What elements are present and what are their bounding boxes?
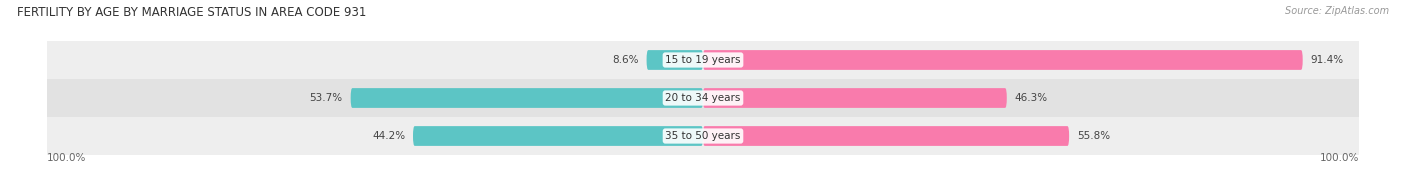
Bar xyxy=(46,79,1360,117)
FancyBboxPatch shape xyxy=(703,126,1069,146)
Text: Source: ZipAtlas.com: Source: ZipAtlas.com xyxy=(1285,6,1389,16)
Text: 8.6%: 8.6% xyxy=(612,55,638,65)
Text: 15 to 19 years: 15 to 19 years xyxy=(665,55,741,65)
FancyBboxPatch shape xyxy=(350,88,703,108)
Bar xyxy=(46,41,1360,79)
FancyBboxPatch shape xyxy=(703,50,1303,70)
Text: 53.7%: 53.7% xyxy=(309,93,343,103)
Text: 100.0%: 100.0% xyxy=(1320,153,1360,163)
Text: 100.0%: 100.0% xyxy=(46,153,86,163)
Text: 46.3%: 46.3% xyxy=(1015,93,1047,103)
Text: 44.2%: 44.2% xyxy=(373,131,405,141)
Text: 55.8%: 55.8% xyxy=(1077,131,1111,141)
Text: 35 to 50 years: 35 to 50 years xyxy=(665,131,741,141)
Text: 91.4%: 91.4% xyxy=(1310,55,1344,65)
FancyBboxPatch shape xyxy=(703,88,1007,108)
Text: 20 to 34 years: 20 to 34 years xyxy=(665,93,741,103)
FancyBboxPatch shape xyxy=(647,50,703,70)
Bar xyxy=(46,117,1360,155)
Text: FERTILITY BY AGE BY MARRIAGE STATUS IN AREA CODE 931: FERTILITY BY AGE BY MARRIAGE STATUS IN A… xyxy=(17,6,366,19)
FancyBboxPatch shape xyxy=(413,126,703,146)
